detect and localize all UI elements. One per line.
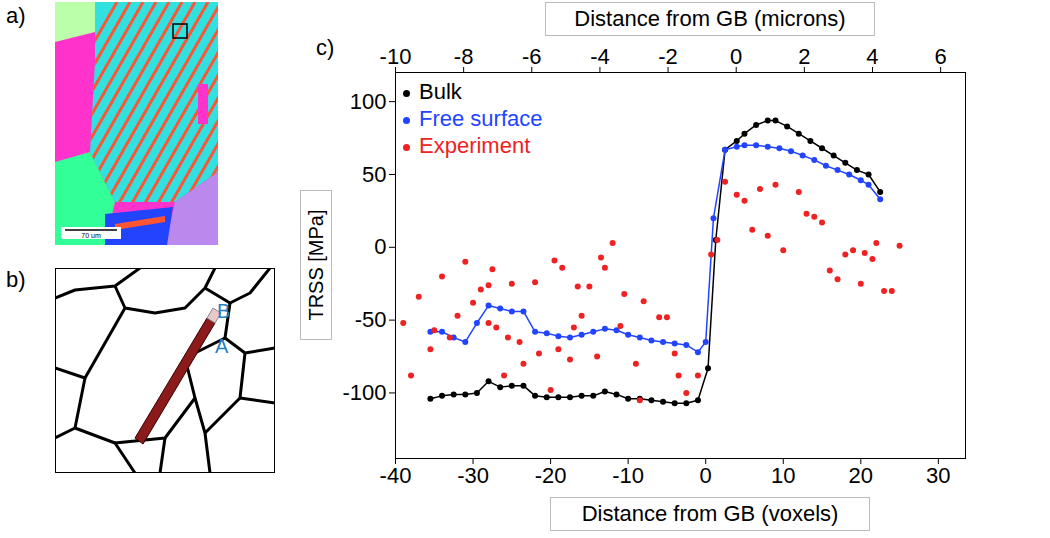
svg-text:-40: -40 [380,463,412,488]
html-text:Free surface: Free surface [419,106,543,131]
svg-text:-8: -8 [454,44,474,69]
html-text:a): a) [6,3,26,28]
svg-text:70 um: 70 um [81,232,101,239]
svg-text:6: 6 [935,44,947,69]
svg-text:-20: -20 [535,463,567,488]
svg-text:-10: -10 [380,44,412,69]
svg-text:-4: -4 [590,44,610,69]
svg-text:0: 0 [374,234,386,259]
svg-text:0: 0 [700,463,712,488]
html-text:Bulk: Bulk [419,79,462,104]
svg-text:-50: -50 [355,307,387,332]
svg-text:-6: -6 [522,44,542,69]
svg-text:-100: -100 [342,380,386,405]
svg-text:A: A [215,335,229,357]
html-text:Distance from GB (voxels): Distance from GB (voxels) [581,501,839,526]
html-text:Experiment: Experiment [419,133,531,158]
html-text:c): c) [316,35,335,60]
svg-text:20: 20 [849,463,873,488]
html-text:b): b) [6,267,26,292]
svg-text:-30: -30 [457,463,489,488]
svg-text:B: B [217,300,230,322]
html-text:Distance from GB (microns): Distance from GB (microns) [574,6,846,31]
svg-text:-2: -2 [658,44,678,69]
html-text:TRSS [MPa]: TRSS [MPa] [305,209,327,321]
svg-text:0: 0 [730,44,742,69]
svg-text:50: 50 [362,162,386,187]
svg-text:100: 100 [350,89,387,114]
svg-text:30: 30 [926,463,950,488]
svg-text:-10: -10 [612,463,644,488]
svg-text:2: 2 [798,44,810,69]
svg-text:4: 4 [866,44,878,69]
svg-text:10: 10 [771,463,795,488]
